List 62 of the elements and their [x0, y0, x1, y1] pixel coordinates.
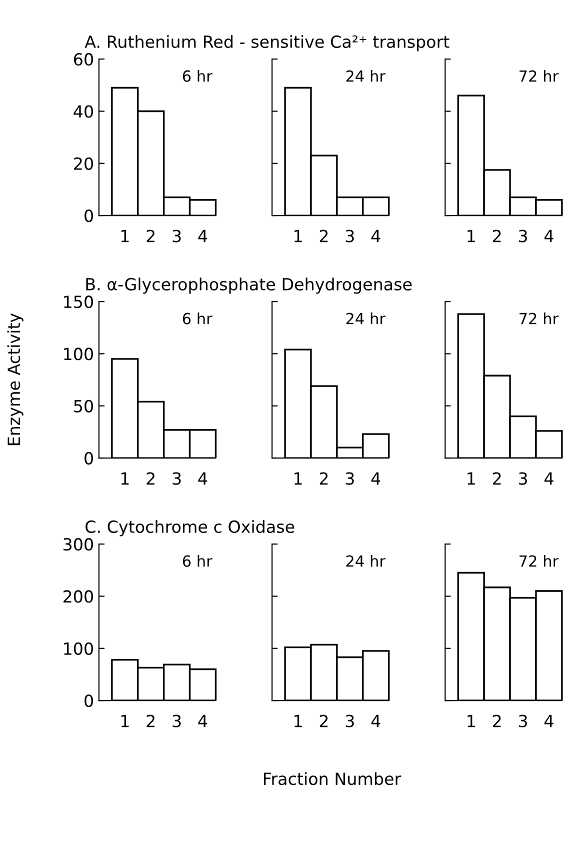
x-tick-label: 3: [172, 472, 181, 485]
x-tick-label: 4: [198, 472, 208, 485]
y-tick-label: 60: [74, 53, 93, 66]
x-tick-label: 1: [468, 714, 475, 728]
x-tick-label: 2: [492, 230, 501, 242]
y-tick-label: 100: [64, 348, 93, 360]
x-tick-label: 4: [371, 472, 380, 485]
x-tick-label: 4: [544, 230, 554, 242]
y-tick-label: 20: [74, 157, 93, 170]
x-tick-label: 3: [346, 472, 354, 485]
x-tick-label: 2: [146, 472, 154, 485]
x-tick-label: 3: [346, 230, 354, 242]
text: 6 hr: [182, 555, 212, 567]
x-tick-label: 1: [468, 472, 475, 485]
x-tick-label: 2: [492, 472, 501, 485]
text: 24 hr: [346, 555, 386, 567]
y-tick-label: 300: [64, 538, 93, 551]
x-tick-label: 1: [121, 714, 129, 728]
x-tick-label: 1: [468, 230, 475, 242]
x-tick-label: 3: [172, 230, 181, 242]
x-tick-label: 4: [544, 714, 554, 728]
text: 72 hr: [520, 555, 559, 567]
text: 72 hr: [520, 312, 559, 324]
y-tick-label: 0: [84, 209, 93, 222]
y-tick-label: 50: [74, 400, 93, 412]
text: A. Ruthenium Red - sensitive Ca²⁺ transport: [84, 35, 450, 52]
x-tick-label: 2: [146, 714, 154, 728]
text: 24 hr: [346, 70, 386, 82]
x-tick-label: 3: [518, 230, 527, 242]
y-tick-label: 40: [74, 105, 93, 118]
x-tick-label: 3: [518, 472, 527, 485]
x-tick-label: 2: [492, 714, 501, 728]
x-tick-label: 1: [294, 230, 302, 242]
y-axis-title: Enzyme Activity: [7, 313, 24, 446]
text: 24 hr: [346, 312, 386, 324]
chart-title: B. α-Glycerophosphate Dehydrogenase: [86, 278, 412, 294]
y-tick-label: 100: [64, 642, 93, 655]
x-tick-label: 1: [294, 472, 302, 485]
x-axis-title: Fraction Number: [264, 772, 402, 786]
x-tick-label: 1: [121, 472, 129, 485]
x-tick-label: 1: [294, 714, 302, 728]
x-tick-label: 2: [320, 230, 328, 242]
x-tick-label: 2: [320, 472, 328, 485]
y-tick-label: 200: [63, 590, 93, 603]
x-tick-label: 3: [346, 714, 354, 728]
x-tick-label: 3: [172, 714, 181, 728]
text: 6 hr: [182, 70, 212, 82]
x-tick-label: 4: [371, 714, 380, 728]
text: 6 hr: [182, 312, 212, 324]
chart-title: C. Cytochrome c Oxidase: [86, 520, 294, 536]
y-tick-label: 150: [64, 296, 93, 308]
x-tick-label: 2: [320, 714, 328, 728]
y-tick-label: 0: [84, 694, 93, 708]
x-tick-label: 4: [198, 230, 208, 242]
x-tick-label: 4: [371, 230, 380, 242]
y-tick-label: 0: [84, 452, 93, 465]
x-tick-label: 1: [121, 230, 129, 242]
text: 72 hr: [520, 70, 559, 82]
x-tick-label: 2: [146, 230, 154, 242]
x-tick-label: 3: [518, 714, 527, 728]
x-tick-label: 4: [544, 472, 554, 485]
x-tick-label: 4: [198, 714, 208, 728]
